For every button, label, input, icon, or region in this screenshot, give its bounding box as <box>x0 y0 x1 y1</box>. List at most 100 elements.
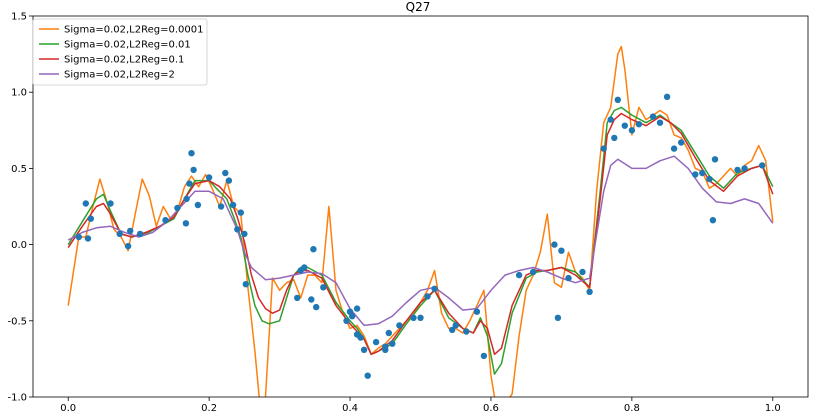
data-point <box>182 220 190 227</box>
data-point <box>579 268 586 276</box>
data-point <box>75 233 83 241</box>
data-point <box>611 134 618 142</box>
data-point <box>188 150 195 157</box>
data-point <box>225 177 233 184</box>
data-point <box>190 166 197 174</box>
data-point <box>678 139 685 146</box>
data-point <box>452 322 459 329</box>
series-line-1 <box>67 45 774 397</box>
data-point <box>385 329 392 337</box>
data-point <box>621 122 628 129</box>
data-point <box>320 284 327 291</box>
data-point <box>294 294 301 302</box>
data-point <box>234 226 241 233</box>
chart-title: Q27 <box>406 0 431 14</box>
data-point <box>515 271 523 279</box>
data-point <box>310 246 317 253</box>
legend-label-3: Sigma=0.02,L2Reg=0.1 <box>64 55 184 66</box>
y-tick-label: 0.5 <box>11 164 27 175</box>
data-point <box>628 127 636 134</box>
data-point <box>127 227 134 235</box>
data-point <box>692 171 699 178</box>
data-point <box>222 169 229 177</box>
data-point <box>709 217 717 224</box>
data-point <box>410 314 417 321</box>
data-point <box>124 242 132 250</box>
data-point <box>530 268 537 276</box>
x-tick-label: 0.0 <box>60 403 76 414</box>
x-tick-label: 0.6 <box>483 403 499 414</box>
data-point <box>194 201 202 209</box>
data-point <box>614 96 621 104</box>
x-tick-label: 1.0 <box>765 403 781 414</box>
series-line-4 <box>67 155 774 327</box>
data-point <box>360 346 368 353</box>
series-lines <box>67 45 774 397</box>
y-tick-label: -1.0 <box>7 393 27 404</box>
data-point <box>382 343 389 350</box>
data-point <box>237 209 244 216</box>
data-point <box>551 241 558 248</box>
data-point <box>242 281 249 288</box>
data-point <box>162 217 169 224</box>
data-point <box>586 288 593 295</box>
data-point <box>449 326 456 334</box>
data-point <box>82 200 90 207</box>
data-point <box>649 113 657 120</box>
data-point <box>174 204 181 212</box>
data-point <box>480 352 488 360</box>
data-point <box>711 156 719 163</box>
y-tick-label: 1.0 <box>11 88 27 99</box>
data-point <box>473 308 481 315</box>
data-point <box>670 145 678 152</box>
data-point <box>734 166 741 174</box>
data-point <box>349 313 356 320</box>
x-tick-label: 0.2 <box>201 403 217 414</box>
data-point <box>607 116 614 123</box>
data-point <box>554 314 562 321</box>
data-points <box>75 93 766 379</box>
data-point <box>241 230 248 238</box>
y-tick-label: 0.0 <box>11 240 27 251</box>
data-point <box>84 235 92 242</box>
data-point <box>389 340 396 347</box>
data-point <box>308 296 315 303</box>
data-point <box>343 317 350 324</box>
data-point <box>87 215 95 222</box>
x-tick-label: 0.4 <box>342 403 358 414</box>
data-point <box>635 121 643 128</box>
legend-label-4: Sigma=0.02,L2Reg=2 <box>64 70 175 81</box>
data-point <box>417 314 424 321</box>
data-point <box>229 201 237 209</box>
legend-label-1: Sigma=0.02,L2Reg=0.0001 <box>64 25 203 36</box>
data-point <box>656 119 664 126</box>
data-point <box>463 328 470 335</box>
data-point <box>565 274 572 282</box>
data-point <box>186 180 193 187</box>
data-point <box>364 372 371 379</box>
axes: 0.0 0.2 0.4 0.6 0.8 1.0 -1.0 -0.5 0.0 0.5 1.0 1.5 <box>7 12 809 414</box>
plot-frame <box>32 15 809 398</box>
y-tick-label: 1.5 <box>11 12 27 23</box>
data-point <box>372 338 380 346</box>
data-point <box>136 230 144 238</box>
data-point <box>741 165 748 172</box>
y-tick-label: -0.5 <box>7 316 27 327</box>
data-point <box>759 162 766 169</box>
legend: Sigma=0.02,L2Reg=0.0001 Sigma=0.02,L2Reg=… <box>32 18 208 86</box>
data-point <box>558 247 565 254</box>
data-point <box>353 305 361 312</box>
data-point <box>183 195 190 203</box>
data-point <box>424 293 431 300</box>
data-point <box>706 175 713 183</box>
data-point <box>107 200 114 207</box>
data-point <box>431 285 438 292</box>
series-line-2 <box>67 106 774 375</box>
data-point <box>600 145 607 152</box>
data-point <box>217 203 225 210</box>
x-tick-label: 0.8 <box>624 403 640 414</box>
data-point <box>205 174 213 181</box>
data-point <box>313 303 320 311</box>
data-point <box>116 230 123 238</box>
